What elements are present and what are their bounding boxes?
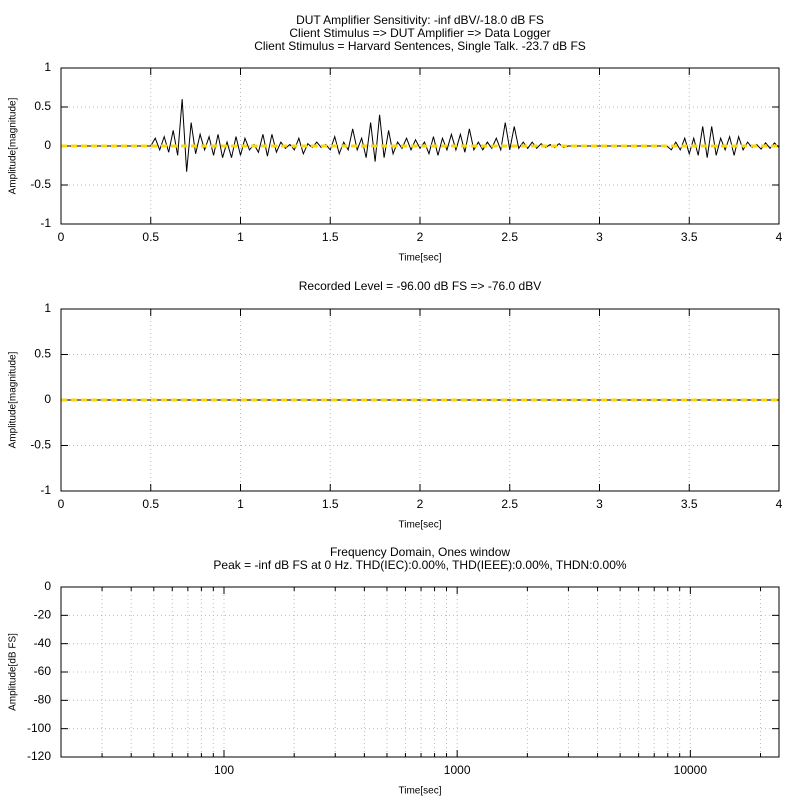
y-tick-label: 1 [44, 301, 51, 315]
y-tick-label: -80 [34, 693, 52, 707]
x-tick-label: 0 [58, 230, 65, 244]
x-tick-label: 1 [237, 230, 244, 244]
y-axis-label: Amplitude[magnitude] [8, 97, 19, 194]
y-tick-label: -40 [34, 636, 52, 650]
x-tick-label: 3.5 [681, 230, 698, 244]
x-axis-label: Time[sec] [399, 253, 442, 264]
y-tick-label: 0 [44, 392, 51, 406]
plot-frame [60, 308, 780, 492]
x-tick-label: 100 [214, 763, 234, 777]
y-axis-label: Amplitude[magnitude] [8, 351, 19, 448]
chart-title: Client Stimulus = Harvard Sentences, Sin… [254, 39, 586, 53]
chart-title: DUT Amplifier Sensitivity: -inf dBV/-18.… [296, 13, 544, 27]
x-tick-label: 2.5 [501, 497, 518, 511]
x-tick-label: 3 [596, 230, 603, 244]
x-tick-label: 2 [417, 230, 424, 244]
y-tick-label: -60 [34, 664, 52, 678]
chart-title: Frequency Domain, Ones window [330, 545, 510, 559]
y-tick-label: 0 [44, 579, 51, 593]
x-tick-label: 1000 [444, 763, 471, 777]
plot-frame [60, 67, 780, 225]
data-line [61, 99, 780, 172]
y-tick-label: -100 [27, 721, 51, 735]
x-tick-label: 3 [596, 497, 603, 511]
chart-title: Peak = -inf dB FS at 0 Hz. THD(IEC):0.00… [213, 558, 626, 572]
x-tick-label: 10000 [674, 763, 708, 777]
x-tick-label: 2.5 [501, 230, 518, 244]
y-tick-label: -0.5 [30, 177, 51, 191]
chart-title: Client Stimulus => DUT Amplifier => Data… [289, 26, 550, 40]
x-tick-label: 0.5 [142, 497, 159, 511]
y-tick-label: 0.5 [34, 99, 51, 113]
y-tick-label: 0 [44, 138, 51, 152]
x-tick-label: 2 [417, 497, 424, 511]
x-tick-label: 1.5 [322, 497, 339, 511]
y-axis-label: Amplitude[dB FS] [8, 633, 19, 711]
y-tick-label: 0.5 [34, 347, 51, 361]
y-tick-label: -20 [34, 608, 52, 622]
x-tick-label: 4 [776, 497, 783, 511]
x-tick-label: 3.5 [681, 497, 698, 511]
x-tick-label: 1.5 [322, 230, 339, 244]
x-tick-label: 0.5 [142, 230, 159, 244]
x-tick-label: 0 [58, 497, 65, 511]
x-axis-label: Time[sec] [399, 520, 442, 531]
plot-frame [60, 586, 780, 758]
y-tick-label: -0.5 [30, 438, 51, 452]
y-tick-label: -120 [27, 749, 51, 763]
y-tick-label: -1 [40, 483, 51, 497]
chart-title: Recorded Level = -96.00 dB FS => -76.0 d… [299, 279, 541, 293]
x-axis-label: Time[sec] [399, 786, 442, 797]
x-tick-label: 1 [237, 497, 244, 511]
x-tick-label: 4 [776, 230, 783, 244]
y-tick-label: 1 [44, 60, 51, 74]
y-tick-label: -1 [40, 216, 51, 230]
